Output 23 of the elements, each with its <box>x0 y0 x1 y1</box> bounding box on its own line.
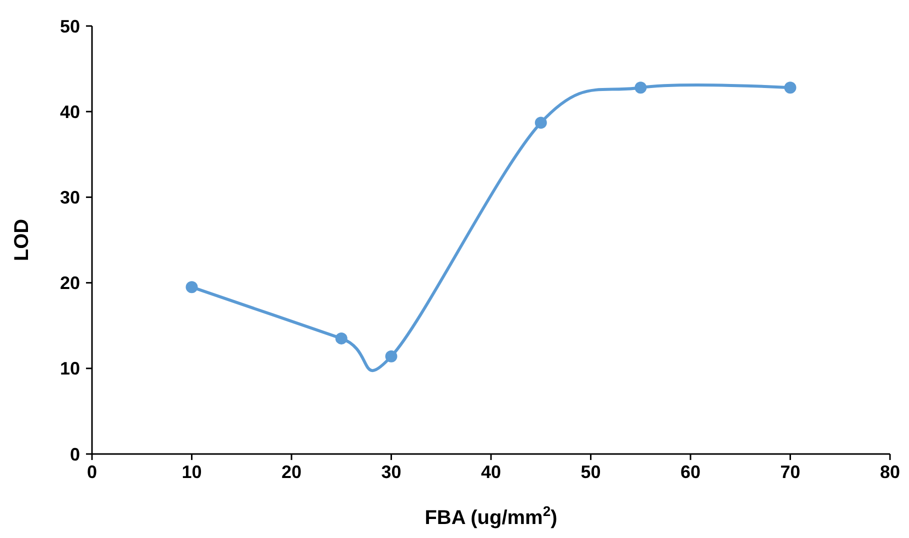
x-tick-label: 20 <box>281 462 302 482</box>
point <box>186 281 198 294</box>
x-tick-label: 0 <box>86 462 98 482</box>
y-tick-label: 30 <box>60 188 80 208</box>
y-tick-label: 40 <box>60 102 80 122</box>
y-axis-title: LOD <box>11 218 33 262</box>
point <box>634 82 647 94</box>
x-tick-label: 10 <box>182 462 202 482</box>
point <box>335 332 348 344</box>
y-tick-label: 0 <box>70 444 80 464</box>
x-tick-label: 70 <box>780 462 800 482</box>
point <box>784 82 796 94</box>
y-tick-label: 50 <box>60 16 80 36</box>
x-tick-label: 30 <box>381 462 402 482</box>
x-tick-label: 80 <box>880 462 900 482</box>
x-tick-label: 50 <box>580 462 601 482</box>
y-tick-label: 10 <box>60 358 80 379</box>
point <box>385 350 398 362</box>
point <box>534 116 547 129</box>
y-tick-label: 20 <box>60 273 80 294</box>
x-tick-label: 40 <box>480 462 502 482</box>
x-tick-label: 60 <box>680 462 701 482</box>
x-axis-title: FBA (ug/mm$^{2}$) <box>424 503 558 529</box>
